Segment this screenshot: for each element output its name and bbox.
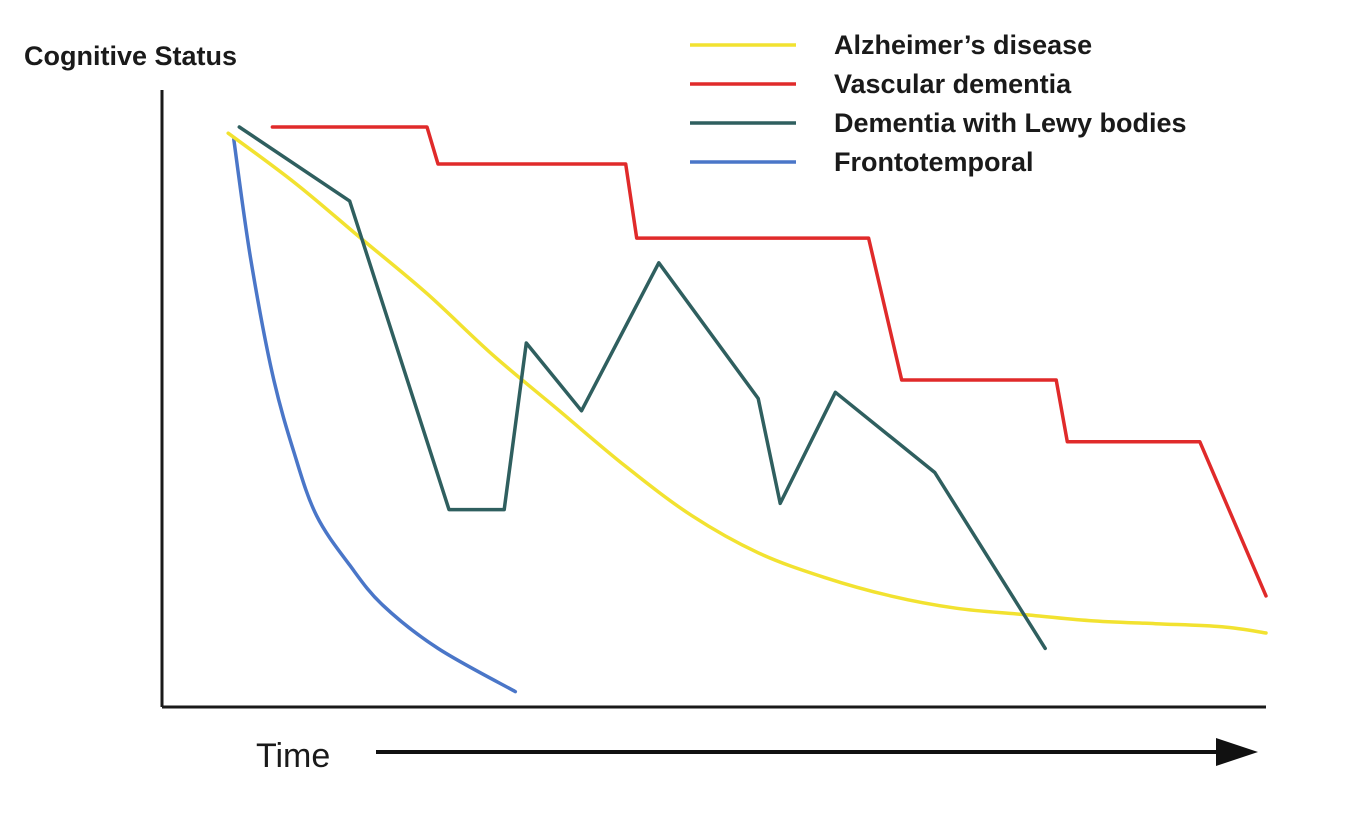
series-line-frontotemporal xyxy=(232,137,518,694)
series-line-vascular-dementia xyxy=(270,125,1268,598)
legend-label-frontotemporal: Frontotemporal xyxy=(834,147,1034,177)
legend-label-dementia-with-lewy-bodies: Dementia with Lewy bodies xyxy=(834,108,1187,138)
series-line-alzheimer-s-disease xyxy=(226,131,1268,635)
legend-label-vascular-dementia: Vascular dementia xyxy=(834,69,1072,99)
legend-label-alzheimer-s-disease: Alzheimer’s disease xyxy=(834,30,1092,60)
series-line-dementia-with-lewy-bodies xyxy=(237,125,1047,651)
time-arrow-head xyxy=(1216,738,1258,766)
series-layer xyxy=(226,125,1268,694)
legend: Alzheimer’s disease Vascular dementia Deme… xyxy=(690,30,1187,177)
time-arrow xyxy=(376,738,1258,766)
legend-entry-vascular-dementia: Vascular dementia xyxy=(690,69,1072,99)
legend-entry-dementia-with-lewy-bodies: Dementia with Lewy bodies xyxy=(690,108,1187,138)
legend-entry-alzheimer-s-disease: Alzheimer’s disease xyxy=(690,30,1092,60)
x-axis-label: Time xyxy=(256,737,330,775)
y-axis-label: Cognitive Status xyxy=(24,41,237,71)
legend-entry-frontotemporal: Frontotemporal xyxy=(690,147,1034,177)
